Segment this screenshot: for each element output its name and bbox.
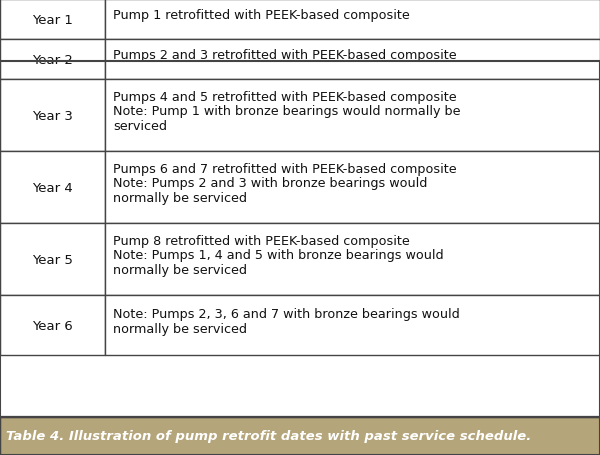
Bar	[105, 40, 600, 80]
Bar	[105, 295, 600, 355]
Bar	[0, 295, 105, 355]
Bar	[0, 40, 105, 80]
Bar	[0, 223, 105, 295]
Text: Pump 1 retrofitted with PEEK-based composite: Pump 1 retrofitted with PEEK-based compo…	[113, 9, 410, 22]
Text: Year 2: Year 2	[32, 53, 73, 66]
Text: Note: Pump 1 with bronze bearings would normally be: Note: Pump 1 with bronze bearings would …	[113, 105, 461, 118]
Text: Pumps 4 and 5 retrofitted with PEEK-based composite: Pumps 4 and 5 retrofitted with PEEK-base…	[113, 91, 457, 104]
Text: normally be serviced: normally be serviced	[113, 322, 247, 335]
Text: serviced: serviced	[113, 120, 167, 132]
Text: Pumps 2 and 3 retrofitted with PEEK-based composite: Pumps 2 and 3 retrofitted with PEEK-base…	[113, 49, 457, 62]
Bar	[0, 417, 600, 455]
Text: normally be serviced: normally be serviced	[113, 263, 247, 276]
Text: Pump 8 retrofitted with PEEK-based composite: Pump 8 retrofitted with PEEK-based compo…	[113, 234, 410, 247]
Bar	[105, 80, 600, 152]
Text: Year 1: Year 1	[32, 14, 73, 26]
Bar	[105, 0, 600, 40]
Text: Note: Pumps 1, 4 and 5 with bronze bearings would: Note: Pumps 1, 4 and 5 with bronze beari…	[113, 249, 443, 262]
Text: normally be serviced: normally be serviced	[113, 192, 247, 204]
Text: Table 4. Illustration of pump retrofit dates with past service schedule.: Table 4. Illustration of pump retrofit d…	[6, 430, 531, 443]
Text: Year 5: Year 5	[32, 253, 73, 266]
Text: Year 3: Year 3	[32, 109, 73, 122]
Bar	[0, 80, 105, 152]
Bar	[0, 0, 105, 40]
Text: Year 6: Year 6	[32, 319, 73, 332]
Text: Note: Pumps 2 and 3 with bronze bearings would: Note: Pumps 2 and 3 with bronze bearings…	[113, 177, 427, 190]
Bar	[105, 223, 600, 295]
Text: Pumps 6 and 7 retrofitted with PEEK-based composite: Pumps 6 and 7 retrofitted with PEEK-base…	[113, 162, 457, 175]
Bar	[0, 417, 600, 455]
Bar	[105, 152, 600, 223]
Text: Year 4: Year 4	[32, 181, 73, 194]
Bar	[0, 62, 600, 417]
Text: Note: Pumps 2, 3, 6 and 7 with bronze bearings would: Note: Pumps 2, 3, 6 and 7 with bronze be…	[113, 307, 460, 320]
Bar	[0, 152, 105, 223]
